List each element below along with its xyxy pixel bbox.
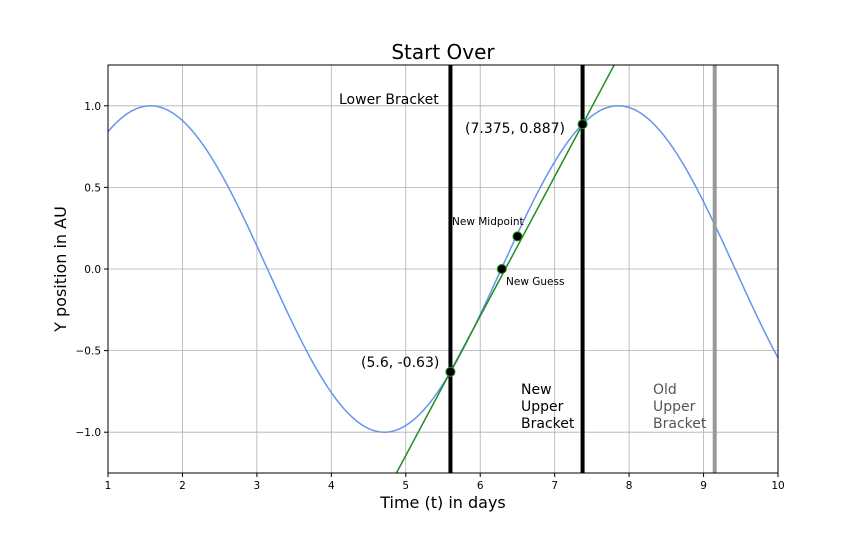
x-axis-label: Time (t) in days bbox=[379, 493, 506, 512]
plot-area bbox=[108, 65, 778, 473]
x-tick-label-4: 5 bbox=[402, 480, 409, 492]
y-axis-label: Y position in AU bbox=[51, 206, 70, 333]
old-upper-bracket-line-1: Old bbox=[653, 382, 677, 398]
x-tick-label-3: 4 bbox=[328, 480, 335, 492]
y-tick-label-1: −0.5 bbox=[76, 346, 102, 358]
x-tick-label-9: 10 bbox=[771, 480, 784, 492]
y-tick-label-0: −1.0 bbox=[76, 427, 102, 439]
new-upper-bracket-label: New Upper Bracket bbox=[521, 382, 575, 432]
point-new-midpoint bbox=[512, 231, 523, 242]
x-tick-label-0: 1 bbox=[105, 480, 112, 492]
old-upper-bracket-label: Old Upper Bracket bbox=[653, 382, 707, 432]
x-tick-label-6: 7 bbox=[551, 480, 558, 492]
grid bbox=[107, 65, 779, 473]
point-upper bbox=[577, 119, 588, 130]
y-tick-label-4: 1.0 bbox=[84, 101, 101, 113]
point-new-guess bbox=[496, 264, 507, 274]
old-upper-bracket-line-3: Bracket bbox=[653, 416, 707, 432]
x-tick-label-7: 8 bbox=[626, 480, 633, 492]
y-tick-label-3: 0.5 bbox=[84, 182, 101, 194]
plot-clipped bbox=[108, 65, 778, 473]
new-upper-bracket-line-1: New bbox=[521, 382, 552, 398]
old-upper-bracket-line-2: Upper bbox=[653, 399, 696, 415]
x-tick-label-1: 2 bbox=[179, 480, 186, 492]
new-guess-label: New Guess bbox=[506, 276, 564, 288]
new-upper-bracket-line-3: Bracket bbox=[521, 416, 575, 432]
y-tick-label-2: 0.0 bbox=[84, 264, 101, 276]
point-lower bbox=[445, 366, 456, 377]
ticks: 1 2 3 4 5 6 7 8 9 10 −1.0 −0.5 0.0 0.5 1.0 bbox=[76, 101, 785, 492]
point-label-lower: (5.6, -0.63) bbox=[361, 355, 439, 371]
point-label-upper: (7.375, 0.887) bbox=[465, 121, 565, 137]
new-upper-bracket-line-2: Upper bbox=[521, 399, 564, 415]
lower-bracket-label: Lower Bracket bbox=[339, 92, 439, 108]
x-tick-label-5: 6 bbox=[477, 480, 484, 492]
sine-curve bbox=[108, 105, 778, 433]
new-midpoint-label: New Midpoint bbox=[452, 216, 524, 228]
x-tick-label-8: 9 bbox=[700, 480, 707, 492]
chart-title: Start Over bbox=[391, 40, 495, 64]
secant-line bbox=[395, 65, 616, 473]
x-tick-label-2: 3 bbox=[254, 480, 261, 492]
